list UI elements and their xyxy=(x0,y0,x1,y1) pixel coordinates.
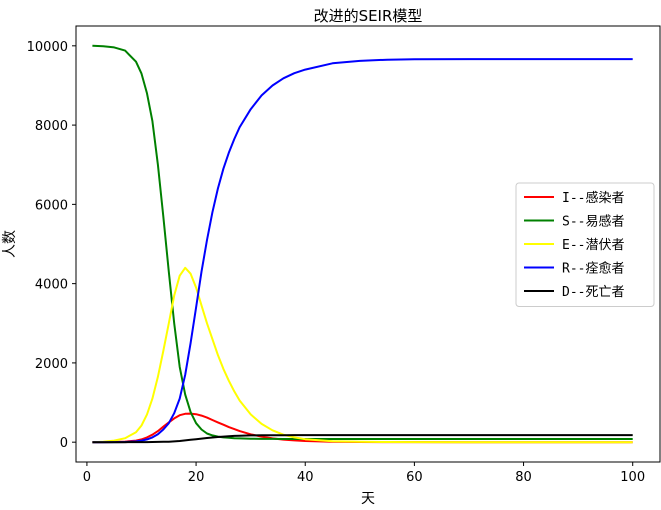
x-axis: 0 20 40 60 80 100 xyxy=(83,462,645,485)
x-tick-label: 0 xyxy=(83,470,91,485)
series-line-1 xyxy=(92,412,633,444)
legend-label: R--痊愈者 xyxy=(562,261,624,277)
legend-box xyxy=(515,182,655,307)
series-line-2 xyxy=(92,44,633,440)
legend-label: S--易感者 xyxy=(562,214,624,230)
legend-label: I--感染者 xyxy=(562,190,624,206)
x-tick-label: 80 xyxy=(515,470,532,485)
plot-frame xyxy=(75,25,661,463)
legend-label: D--死亡者 xyxy=(562,285,624,300)
x-tick-label: 100 xyxy=(620,470,645,485)
y-axis: 0 2000 4000 6000 8000 10000 xyxy=(27,40,76,451)
series-line-4 xyxy=(92,58,633,444)
legend-label: E--潜伏者 xyxy=(562,238,624,253)
y-tick-label: 6000 xyxy=(35,198,68,213)
x-axis-title: 天 xyxy=(361,491,375,507)
x-tick-label: 40 xyxy=(297,470,314,485)
y-tick-label: 10000 xyxy=(27,40,68,55)
chart-title: 改进的SEIR模型 xyxy=(314,7,423,25)
x-tick-label: 60 xyxy=(406,470,423,485)
y-axis-title: 人数 xyxy=(2,230,18,258)
y-tick-label: 0 xyxy=(60,436,68,451)
x-tick-label: 20 xyxy=(188,470,205,485)
y-tick-label: 2000 xyxy=(35,357,68,372)
series-line-5 xyxy=(92,434,633,444)
legend: I--感染者 S--易感者 E--潜伏者 R--痊愈者 D--死亡者 xyxy=(515,182,655,307)
y-tick-label: 8000 xyxy=(35,119,68,134)
y-tick-label: 4000 xyxy=(35,278,68,293)
series-line-3 xyxy=(92,266,633,444)
plot-area xyxy=(92,44,633,444)
